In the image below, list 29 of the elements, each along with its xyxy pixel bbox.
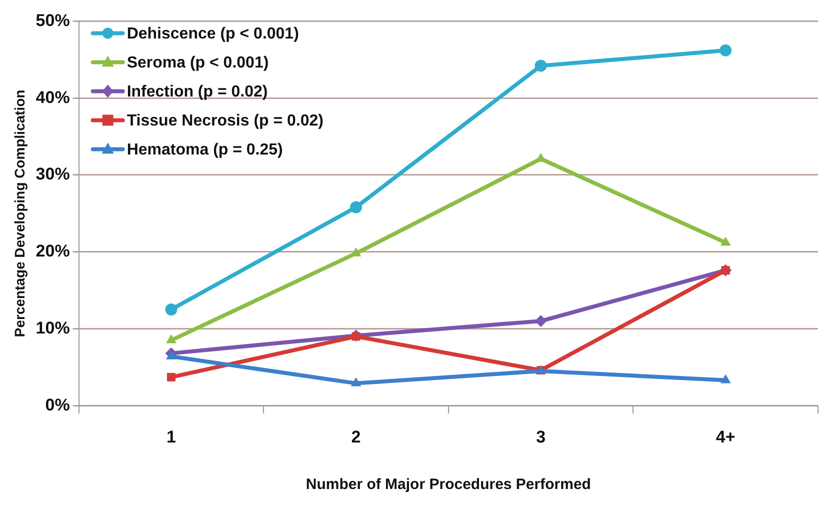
legend-label: Seroma (p < 0.001) (126, 54, 269, 72)
legend-label: Hematoma (p = 0.25) (126, 142, 283, 159)
legend-label: Infection (p = 0.02) (126, 84, 268, 101)
point (166, 372, 176, 382)
point (534, 315, 547, 328)
y-tick-label: 40% (36, 88, 70, 107)
x-axis-title: Number of Major Procedures Performed (306, 476, 591, 494)
legend-label: Dehiscence (p < 0.001) (126, 26, 299, 43)
legend-label: Tissue Necrosis (p = 0.02) (126, 112, 324, 130)
point (720, 236, 731, 246)
point (350, 201, 362, 214)
point (166, 334, 176, 344)
point (720, 44, 732, 56)
y-tick-label: 20% (36, 242, 70, 261)
y-tick-label: 50% (36, 10, 70, 30)
x-tick-label: 3 (536, 427, 546, 446)
point (165, 304, 178, 316)
y-tick-label: 10% (36, 318, 70, 338)
point (352, 332, 360, 341)
x-tick-label: 2 (351, 427, 361, 446)
y-tick-label: 30% (36, 164, 70, 184)
point (350, 377, 362, 386)
y-axis-title: Percentage Developing Complication (11, 90, 28, 338)
y-tick-label: 0% (45, 395, 70, 414)
point (166, 350, 176, 360)
x-tick-label: 4+ (716, 427, 736, 446)
point (720, 374, 731, 384)
x-tick-label: 1 (166, 427, 176, 446)
point (534, 60, 547, 72)
